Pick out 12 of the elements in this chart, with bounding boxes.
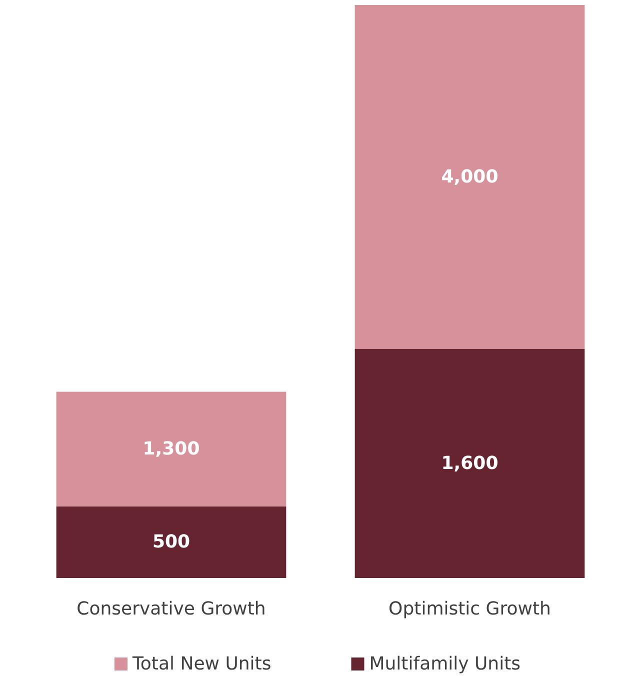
bar xyxy=(354,348,585,578)
bar xyxy=(354,5,585,349)
data-label: 500 xyxy=(152,532,190,553)
x-tick-label: Optimistic Growth xyxy=(388,598,551,620)
data-label: 1,600 xyxy=(441,452,498,474)
legend-label: Multifamily Units xyxy=(369,654,521,674)
total-label: 1,300 xyxy=(142,438,200,460)
legend-label: Total New Units xyxy=(131,654,272,674)
x-tick-label: Conservative Growth xyxy=(76,598,266,620)
bar xyxy=(56,506,286,578)
total-label: 4,000 xyxy=(441,166,498,188)
bar xyxy=(56,392,286,506)
